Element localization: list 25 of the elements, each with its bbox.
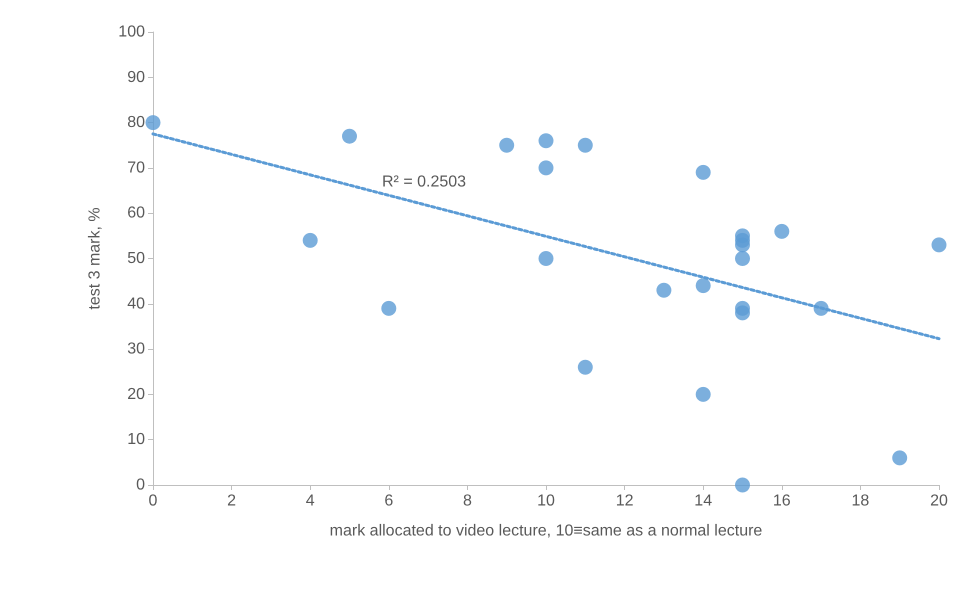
x-tick-label: 16 (772, 492, 791, 510)
y-tick-label: 0 (136, 476, 146, 494)
x-tick-label: 6 (384, 492, 394, 510)
x-tick-label: 12 (616, 492, 634, 510)
x-axis-title: mark allocated to video lecture, 10≡same as a normal lecture (330, 522, 762, 540)
x-tick-label: 4 (306, 492, 315, 510)
y-tick-label: 90 (127, 68, 146, 86)
y-tick-label: 70 (127, 159, 146, 176)
x-tick-label: 10 (537, 492, 555, 510)
y-tick-label: 20 (127, 386, 146, 403)
x-tick-label: 2 (227, 492, 236, 510)
y-tick-label: 50 (127, 250, 146, 267)
x-tick-label: 14 (694, 492, 712, 510)
x-tick-label: 20 (930, 492, 948, 510)
y-tick-label: 100 (118, 24, 146, 40)
y-tick-label: 30 (127, 340, 146, 358)
y-axis-title: test 3 mark, % (86, 207, 104, 310)
y-tick-label: 40 (127, 295, 146, 312)
annotation: R² = 0.2503 (382, 174, 466, 190)
y-tick-label: 80 (127, 114, 146, 132)
x-tick-label: 8 (462, 492, 472, 510)
x-tick-label: 0 (148, 492, 158, 510)
y-tick-label: 60 (127, 204, 146, 222)
x-tick-label: 18 (852, 492, 870, 510)
y-tick-label: 10 (127, 431, 146, 448)
